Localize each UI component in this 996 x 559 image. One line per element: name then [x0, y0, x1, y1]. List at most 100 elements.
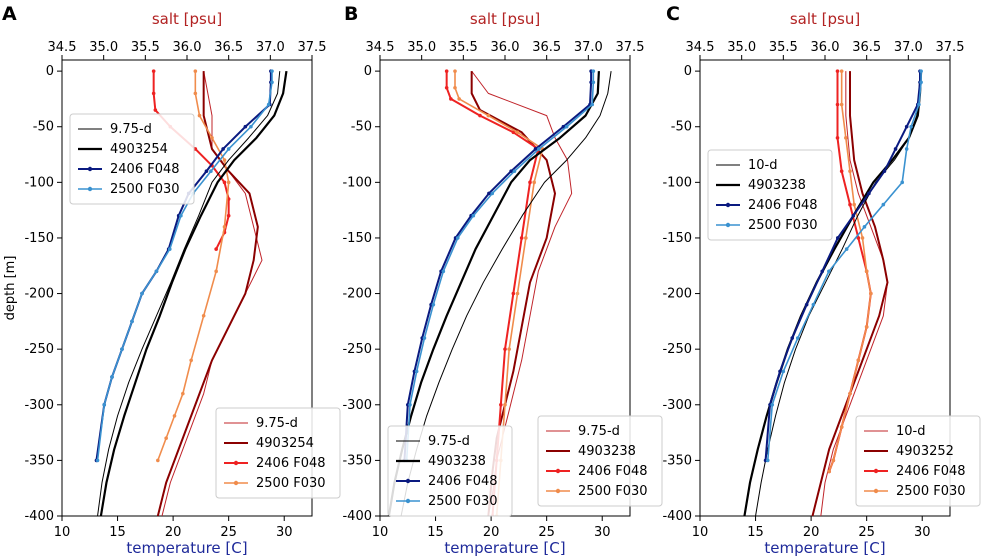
salt-point: [852, 202, 856, 207]
temp-point: [904, 124, 909, 129]
salt-point: [453, 86, 457, 90]
legend-marker: [555, 488, 561, 494]
temp-line-2500-f030: [405, 71, 595, 461]
salt-point: [864, 269, 869, 274]
salt-point: [457, 97, 461, 101]
legend-label: 2500 F030: [256, 476, 326, 491]
plot-area: [387, 69, 612, 516]
temp-point: [471, 213, 476, 218]
salt-point: [524, 236, 528, 240]
y-tick-label: -400: [662, 509, 692, 524]
temp-point: [591, 69, 596, 73]
panel-letter: A: [2, 3, 17, 25]
temp-point: [249, 124, 253, 129]
temp-point: [862, 225, 867, 229]
temp-point: [270, 80, 274, 85]
salt-point: [164, 436, 168, 440]
salt-point: [197, 113, 202, 118]
legend-box: [855, 415, 981, 507]
salt-point: [519, 236, 524, 240]
salt-point: [478, 113, 482, 118]
legend-label: 2500 F030: [578, 484, 648, 499]
temp-line-2406-f048: [764, 71, 921, 461]
salt-point: [511, 291, 516, 296]
temp-point: [422, 336, 427, 340]
y-tick-label: -250: [662, 342, 692, 357]
salt-point: [835, 136, 840, 140]
temp-point: [919, 80, 923, 85]
legend-salinity: 9.75-d 4903238 2406 F048 2500 F030: [537, 415, 663, 507]
temp-point: [167, 247, 172, 251]
legend-salinity: 9.75-d 4903254 2406 F048 2500 F030: [215, 407, 341, 499]
legend-label: 2406 F048: [110, 162, 180, 177]
salt-point: [214, 269, 218, 274]
salt-point: [532, 180, 536, 185]
salt-point: [503, 402, 507, 407]
salt-point: [193, 69, 198, 73]
temp-point: [209, 169, 213, 174]
legend-label: 4903238: [748, 178, 806, 193]
temp-point: [781, 369, 786, 374]
salt-point: [222, 158, 227, 162]
x-tick-label: 20: [803, 525, 820, 540]
temp-point: [490, 191, 495, 196]
x2-tick-label: 35.5: [769, 40, 798, 55]
x2-axis-title: salt [psu]: [152, 10, 222, 28]
temp-point: [441, 269, 446, 274]
y-tick-label: -50: [671, 120, 692, 135]
salt-point: [507, 347, 511, 351]
x2-tick-label: 36.5: [532, 40, 561, 55]
y-tick-label: -200: [24, 287, 54, 302]
y-tick-label: -350: [662, 453, 692, 468]
x2-axis-title: salt [psu]: [470, 10, 540, 28]
x2-tick-label: 37.0: [574, 40, 603, 55]
salt-line-2500-f030: [828, 71, 872, 472]
salt-point: [153, 108, 158, 112]
y-tick-label: -100: [342, 175, 372, 190]
y-tick-label: -250: [342, 342, 372, 357]
temp-point: [919, 69, 923, 73]
salt-point: [835, 69, 840, 73]
legend-label: 4903254: [110, 142, 168, 157]
plot-area: [743, 69, 923, 516]
temp-point: [266, 102, 271, 107]
salt-point: [839, 169, 844, 174]
salt-point: [156, 458, 160, 463]
x-tick-label: 30: [914, 525, 931, 540]
legend-label: 2406 F048: [256, 456, 326, 471]
temp-point: [811, 302, 816, 307]
salt-point: [515, 291, 520, 296]
temp-point: [904, 147, 909, 151]
temp-point: [795, 336, 800, 340]
legend-label: 4903254: [256, 436, 314, 451]
salt-line-2406-f048: [828, 71, 872, 472]
temp-point: [102, 402, 107, 407]
temp-point: [130, 319, 134, 324]
x-tick-label: 30: [594, 525, 611, 540]
x2-axis-title: salt [psu]: [790, 10, 860, 28]
salt-point: [226, 213, 231, 218]
salt-point: [499, 402, 503, 407]
temp-point: [179, 213, 183, 218]
x-tick-label: 10: [372, 525, 389, 540]
temp-point: [110, 375, 114, 379]
temp-point: [820, 269, 825, 274]
y-tick-label: -300: [24, 398, 54, 413]
legend-salinity: 10-d 4903252 2406 F048 2500 F030: [855, 415, 981, 507]
temp-point: [455, 236, 460, 240]
panel-letter: B: [344, 3, 358, 25]
x-tick-label: 25: [858, 525, 875, 540]
x2-tick-label: 36.0: [811, 40, 840, 55]
legend-label: 9.75-d: [256, 416, 298, 431]
salt-point: [835, 102, 840, 107]
salt-point: [511, 130, 516, 135]
salt-point: [860, 236, 865, 240]
salt-point: [189, 358, 193, 363]
legend-box: [215, 407, 341, 499]
legend-label: 9.75-d: [428, 434, 470, 449]
temp-point: [533, 147, 538, 151]
legend-box: [537, 415, 663, 507]
x2-tick-label: 35.0: [727, 40, 756, 55]
temp-point: [917, 102, 921, 107]
salt-point: [503, 347, 507, 351]
